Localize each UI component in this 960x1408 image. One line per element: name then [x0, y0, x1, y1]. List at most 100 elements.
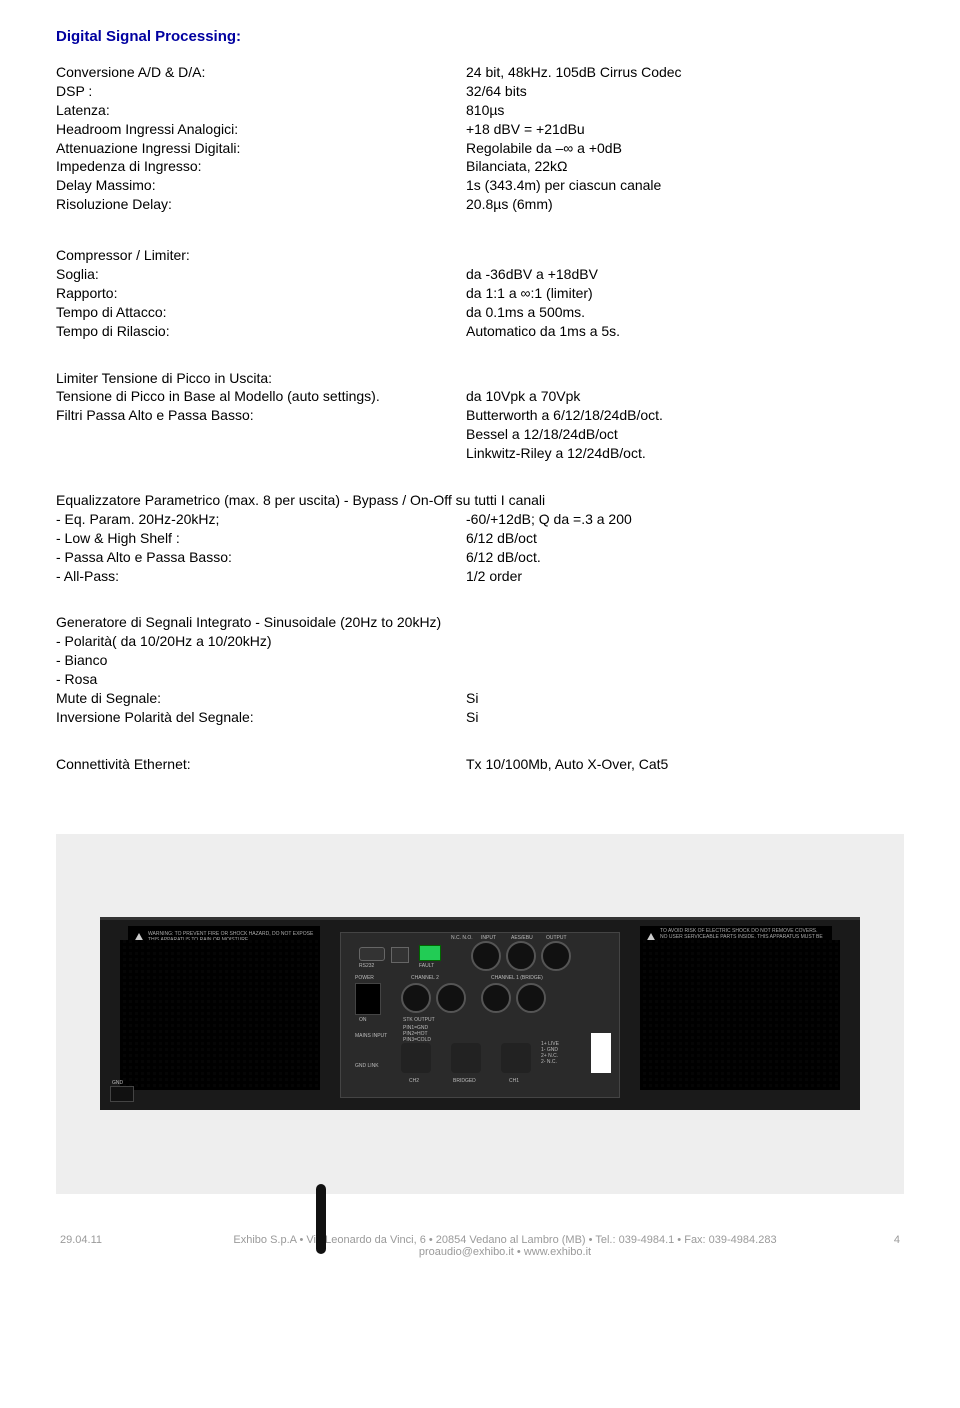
spec-label: Conversione A/D & D/A: — [56, 63, 466, 82]
xlr-ch1 — [481, 983, 511, 1013]
on-label: ON — [359, 1017, 367, 1023]
eq-header: Equalizzatore Parametrico (max. 8 per us… — [56, 491, 904, 510]
spec-label — [56, 444, 466, 463]
spec-value: da 1:1 a ∞:1 (limiter) — [466, 284, 904, 303]
spec-label: Tensione di Picco in Base al Modello (au… — [56, 387, 466, 406]
page-footer: 29.04.11 Exhibo S.p.A • Via Leonardo da … — [56, 1234, 904, 1258]
spec-value: Regolabile da –∞ a +0dB — [466, 139, 904, 158]
ch1b-label: CH1 — [509, 1078, 519, 1084]
spec-label: Latenza: — [56, 101, 466, 120]
comp-header: Compressor / Limiter: — [56, 246, 466, 265]
spec-value: 1s (343.4m) per ciascun canale — [466, 176, 904, 195]
spec-value: da -36dBV a +18dBV — [466, 265, 904, 284]
bridged-label: BRIDGED — [453, 1078, 476, 1084]
spec-value: Bilanciata, 22kΩ — [466, 157, 904, 176]
eth-label: Connettività Ethernet: — [56, 755, 466, 774]
gnd-terminal — [110, 1086, 134, 1102]
footer-date: 29.04.11 — [60, 1234, 130, 1258]
spec-label: Tempo di Attacco: — [56, 303, 466, 322]
spec-label: Mute di Segnale: — [56, 689, 466, 708]
limiter-header: Limiter Tensione di Picco in Uscita: — [56, 369, 466, 388]
rs232-label: RS232 — [359, 963, 374, 969]
spec-value: Bessel a 12/18/24dB/oct — [466, 425, 904, 444]
stk-label: STK OUTPUT — [403, 1017, 435, 1023]
spec-label: Inversione Polarità del Segnale: — [56, 708, 466, 727]
spec-value: 6/12 dB/oct. — [466, 548, 904, 567]
gen-line: Generatore di Segnali Integrato - Sinuso… — [56, 613, 904, 632]
gnd-link-label: GND LINK — [355, 1063, 379, 1069]
spec-label: Rapporto: — [56, 284, 466, 303]
spec-label: Delay Massimo: — [56, 176, 466, 195]
spec-label: Headroom Ingressi Analogici: — [56, 120, 466, 139]
spec-value: da 0.1ms a 500ms. — [466, 303, 904, 322]
spec-value: +18 dBV = +21dBu — [466, 120, 904, 139]
output-label: OUTPUT — [546, 935, 567, 941]
section-title: Digital Signal Processing: — [56, 28, 904, 45]
fault-connector — [419, 945, 441, 961]
compressor-block: Compressor / Limiter: Soglia:da -36dBV a… — [56, 242, 904, 340]
spec-label: - Passa Alto e Passa Basso: — [56, 548, 466, 567]
fault-label: FAULT — [419, 963, 434, 969]
gen-line: - Polarità( da 10/20Hz a 10/20kHz) — [56, 632, 904, 651]
serial-label — [591, 1033, 611, 1073]
nc-label: N.C. N.O. — [451, 935, 473, 941]
spec-label: Attenuazione Ingressi Digitali: — [56, 139, 466, 158]
spec-label: - All-Pass: — [56, 567, 466, 586]
power-cable — [316, 1184, 326, 1254]
mains-label: MAINS INPUT — [355, 1033, 387, 1039]
speakon-ch1 — [501, 1043, 531, 1073]
spec-value: -60/+12dB; Q da =.3 a 200 — [466, 510, 904, 529]
vent-grille-left — [120, 940, 320, 1090]
footer-contact: proaudio@exhibo.it • www.exhibo.it — [130, 1246, 880, 1258]
spec-value: Linkwitz-Riley a 12/24dB/oct. — [466, 444, 904, 463]
spec-value: Butterworth a 6/12/18/24dB/oct. — [466, 406, 904, 425]
ch2-label: CHANNEL 2 — [411, 975, 439, 981]
product-image: WARNING: TO PREVENT FIRE OR SHOCK HAZARD… — [56, 834, 904, 1194]
gen-line: - Rosa — [56, 670, 904, 689]
ethernet-port — [391, 947, 409, 963]
spec-value: Si — [466, 689, 904, 708]
gnd-label: GND — [112, 1080, 123, 1086]
spec-value: 24 bit, 48kHz. 105dB Cirrus Codec — [466, 63, 904, 82]
power-switch — [355, 983, 381, 1015]
amplifier-rear: WARNING: TO PREVENT FIRE OR SHOCK HAZARD… — [100, 917, 860, 1110]
xlr-aes — [506, 941, 536, 971]
speakon-bridged — [451, 1043, 481, 1073]
xlr-ch2 — [401, 983, 431, 1013]
footer-address: Exhibo S.p.A • Via Leonardo da Vinci, 6 … — [130, 1234, 880, 1246]
spec-value: Si — [466, 708, 904, 727]
eq-block: Equalizzatore Parametrico (max. 8 per us… — [56, 491, 904, 585]
spec-label: Risoluzione Delay: — [56, 195, 466, 214]
speakon-ch2 — [401, 1043, 431, 1073]
spec-label: Tempo di Rilascio: — [56, 322, 466, 341]
footer-page: 4 — [880, 1234, 900, 1258]
spec-value: Automatico da 1ms a 5s. — [466, 322, 904, 341]
xlr-ch1b — [516, 983, 546, 1013]
generator-block: Generatore di Segnali Integrato - Sinuso… — [56, 613, 904, 726]
connector-panel: RS232 FAULT N.C. N.O. INPUT AES/EBU OUTP… — [340, 932, 620, 1098]
spec-value: 6/12 dB/oct — [466, 529, 904, 548]
spec-label: - Low & High Shelf : — [56, 529, 466, 548]
spec-value: 810µs — [466, 101, 904, 120]
limiter-block: Limiter Tensione di Picco in Uscita: Ten… — [56, 369, 904, 463]
xlr-input — [471, 941, 501, 971]
spec-label: - Eq. Param. 20Hz-20kHz; — [56, 510, 466, 529]
pin3-label: PIN3=COLD — [403, 1037, 431, 1043]
ch1-label: CHANNEL 1 (BRIDGE) — [491, 975, 543, 981]
power-label: POWER — [355, 975, 374, 981]
spec-label — [56, 425, 466, 444]
xlr-output — [541, 941, 571, 971]
spec-label: Impedenza di Ingresso: — [56, 157, 466, 176]
gen-line: - Bianco — [56, 651, 904, 670]
spec-value: 1/2 order — [466, 567, 904, 586]
pinout-label: 1+ LIVE1- GND2+ N.C.2- N.C. — [541, 1041, 559, 1065]
eth-value: Tx 10/100Mb, Auto X-Over, Cat5 — [466, 755, 904, 774]
spec-label: DSP : — [56, 82, 466, 101]
input-label: INPUT — [481, 935, 496, 941]
vent-grille-right — [640, 940, 840, 1090]
spec-label: Filtri Passa Alto e Passa Basso: — [56, 406, 466, 425]
spec-value: 32/64 bits — [466, 82, 904, 101]
ethernet-block: Connettività Ethernet: Tx 10/100Mb, Auto… — [56, 755, 904, 774]
spec-label: Soglia: — [56, 265, 466, 284]
ch2b-label: CH2 — [409, 1078, 419, 1084]
